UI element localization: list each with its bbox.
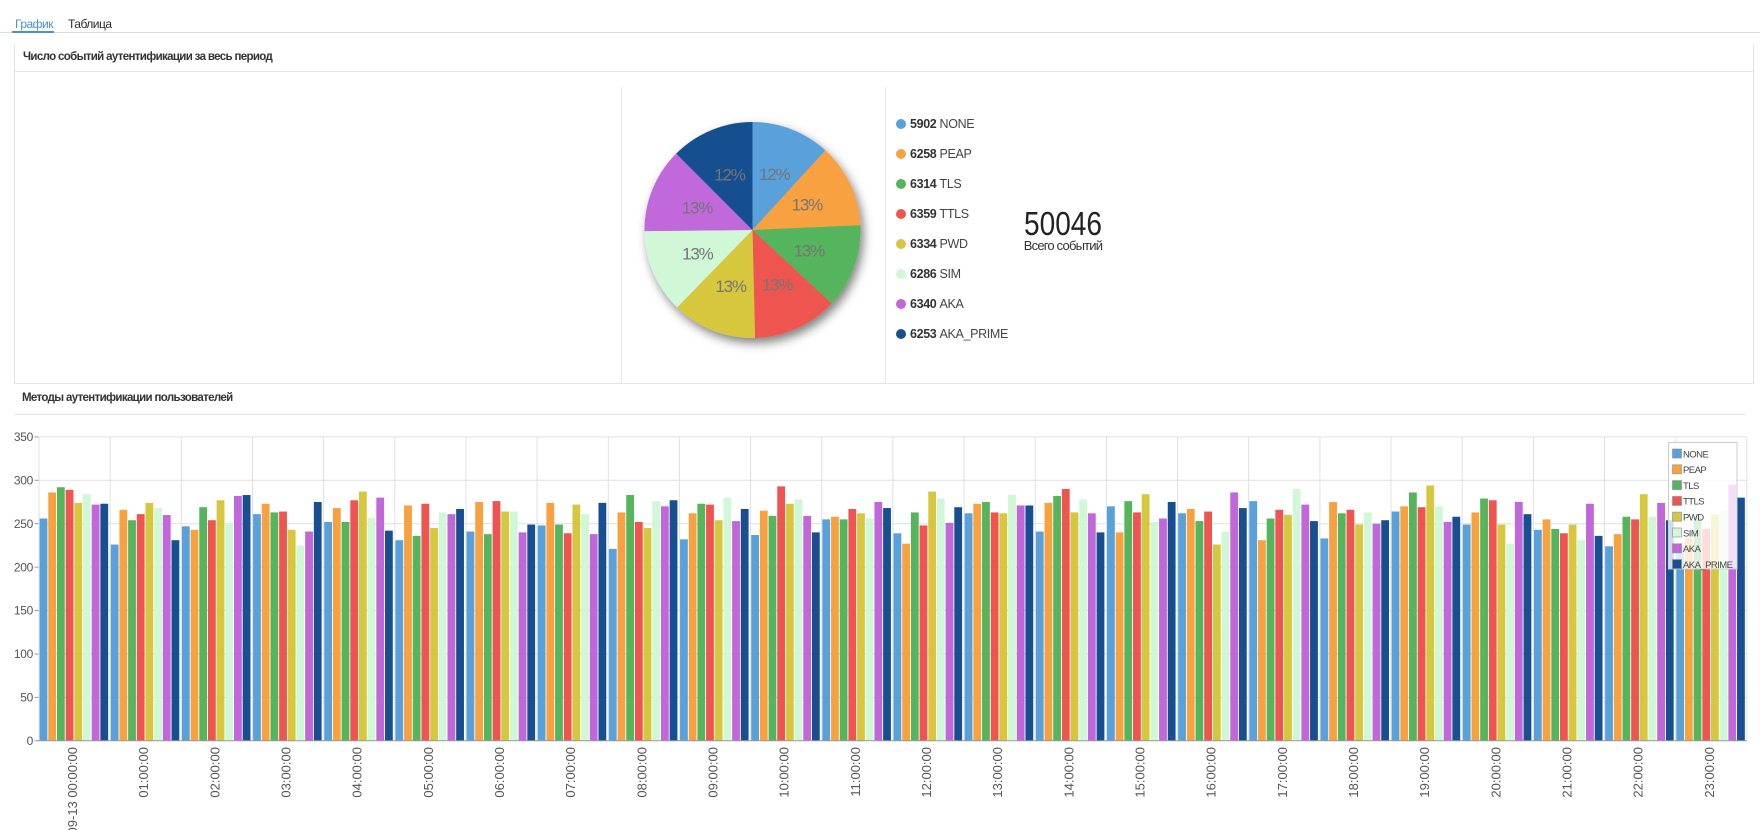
svg-text:250: 250 bbox=[14, 517, 34, 531]
svg-text:13:00:00: 13:00:00 bbox=[990, 747, 1005, 798]
svg-text:03:00:00: 03:00:00 bbox=[279, 747, 294, 798]
svg-text:22:00:00: 22:00:00 bbox=[1631, 747, 1646, 798]
svg-text:AKA: AKA bbox=[1683, 544, 1702, 555]
svg-text:24-09-13 00:00:00: 24-09-13 00:00:00 bbox=[65, 747, 80, 830]
svg-text:13%: 13% bbox=[682, 198, 714, 217]
svg-text:04:00:00: 04:00:00 bbox=[350, 747, 365, 798]
svg-text:AKA_PRIME: AKA_PRIME bbox=[1683, 560, 1733, 571]
svg-text:PWD: PWD bbox=[1683, 513, 1704, 524]
svg-text:SIM: SIM bbox=[1683, 528, 1699, 539]
svg-text:20:00:00: 20:00:00 bbox=[1488, 747, 1503, 798]
svg-text:13%: 13% bbox=[715, 277, 747, 296]
svg-text:PEAP: PEAP bbox=[1683, 465, 1706, 476]
svg-text:100: 100 bbox=[14, 647, 34, 661]
svg-text:300: 300 bbox=[14, 474, 34, 488]
svg-text:350: 350 bbox=[14, 430, 34, 444]
svg-text:200: 200 bbox=[14, 560, 34, 574]
svg-text:16:00:00: 16:00:00 bbox=[1204, 747, 1219, 798]
svg-text:21:00:00: 21:00:00 bbox=[1559, 747, 1574, 798]
svg-text:12:00:00: 12:00:00 bbox=[919, 747, 934, 798]
svg-text:12%: 12% bbox=[714, 166, 746, 185]
svg-text:0: 0 bbox=[27, 734, 34, 748]
svg-text:19:00:00: 19:00:00 bbox=[1417, 747, 1432, 798]
svg-text:01:00:00: 01:00:00 bbox=[136, 747, 151, 798]
svg-text:150: 150 bbox=[14, 604, 34, 618]
svg-text:15:00:00: 15:00:00 bbox=[1133, 747, 1148, 798]
svg-text:07:00:00: 07:00:00 bbox=[563, 747, 578, 798]
svg-text:23:00:00: 23:00:00 bbox=[1702, 747, 1717, 798]
svg-text:11:00:00: 11:00:00 bbox=[848, 747, 863, 797]
svg-text:05:00:00: 05:00:00 bbox=[421, 747, 436, 798]
svg-text:08:00:00: 08:00:00 bbox=[634, 747, 649, 798]
svg-text:09:00:00: 09:00:00 bbox=[706, 747, 721, 798]
svg-text:50: 50 bbox=[20, 691, 33, 705]
svg-text:13%: 13% bbox=[794, 242, 826, 261]
svg-text:06:00:00: 06:00:00 bbox=[492, 747, 507, 798]
svg-text:13%: 13% bbox=[792, 196, 824, 215]
svg-text:02:00:00: 02:00:00 bbox=[207, 747, 222, 798]
svg-text:13%: 13% bbox=[762, 276, 794, 295]
svg-text:10:00:00: 10:00:00 bbox=[777, 747, 792, 798]
svg-text:13%: 13% bbox=[682, 245, 714, 264]
svg-text:14:00:00: 14:00:00 bbox=[1061, 747, 1076, 798]
svg-text:NONE: NONE bbox=[1683, 449, 1708, 460]
svg-text:17:00:00: 17:00:00 bbox=[1275, 747, 1290, 798]
svg-text:12%: 12% bbox=[759, 165, 791, 184]
svg-text:TTLS: TTLS bbox=[1683, 497, 1704, 508]
svg-text:18:00:00: 18:00:00 bbox=[1346, 747, 1361, 798]
svg-text:TLS: TLS bbox=[1683, 481, 1699, 492]
